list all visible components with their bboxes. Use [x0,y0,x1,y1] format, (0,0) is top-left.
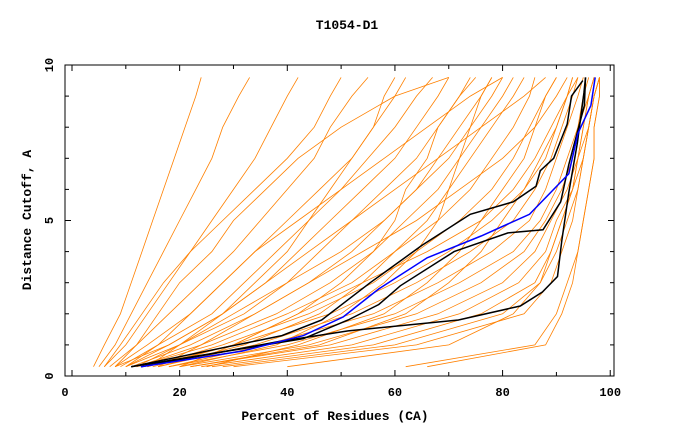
highlight-line-2 [131,77,587,368]
x-tick-label: 100 [599,386,621,400]
y-tick-label: 5 [43,217,57,224]
model-line-25 [114,77,449,367]
x-axis-label: Percent of Residues (CA) [241,409,428,424]
y-tick-label: 0 [43,372,57,379]
y-tick-label: 10 [43,58,57,72]
model-line-31 [103,77,342,367]
model-line-23 [405,77,600,368]
chart-title: T1054-D1 [316,18,379,33]
model-line-6 [120,77,433,368]
model-line-10 [136,77,514,368]
model-line-5 [114,77,407,368]
model-line-28 [157,77,568,368]
model-line-35 [158,77,525,368]
y-axis-label: Distance Cutoff, A [20,150,35,291]
model-line-30 [136,77,503,368]
highlight-line-3 [140,77,587,368]
axis-ticks: 0 20 40 60 80 100 0 5 10 [43,58,621,400]
model-line-27 [147,77,546,368]
model-line-36 [190,77,573,368]
highlight-line-1 [131,80,584,368]
model-line-26 [125,77,503,368]
reference-line [140,77,596,368]
model-line-2 [98,77,250,367]
model-line-22 [233,77,600,368]
model-line-1 [93,77,202,367]
model-line-4 [109,77,369,368]
model-line-16 [168,77,590,368]
model-line-3 [104,77,299,367]
x-tick-label: 20 [172,386,186,400]
model-line-37 [114,77,396,368]
model-line-24 [427,77,600,368]
model-line-32 [179,77,493,368]
x-tick-label: 0 [61,386,68,400]
model-line-15 [168,77,584,368]
x-tick-label: 60 [388,386,402,400]
model-line-7 [125,77,450,368]
x-tick-label: 40 [280,386,294,400]
x-tick-label: 80 [495,386,509,400]
model-line-17 [179,77,595,368]
series-lines [93,77,600,368]
model-line-34 [206,77,557,368]
model-line-18 [190,77,595,368]
model-line-33 [147,77,471,368]
